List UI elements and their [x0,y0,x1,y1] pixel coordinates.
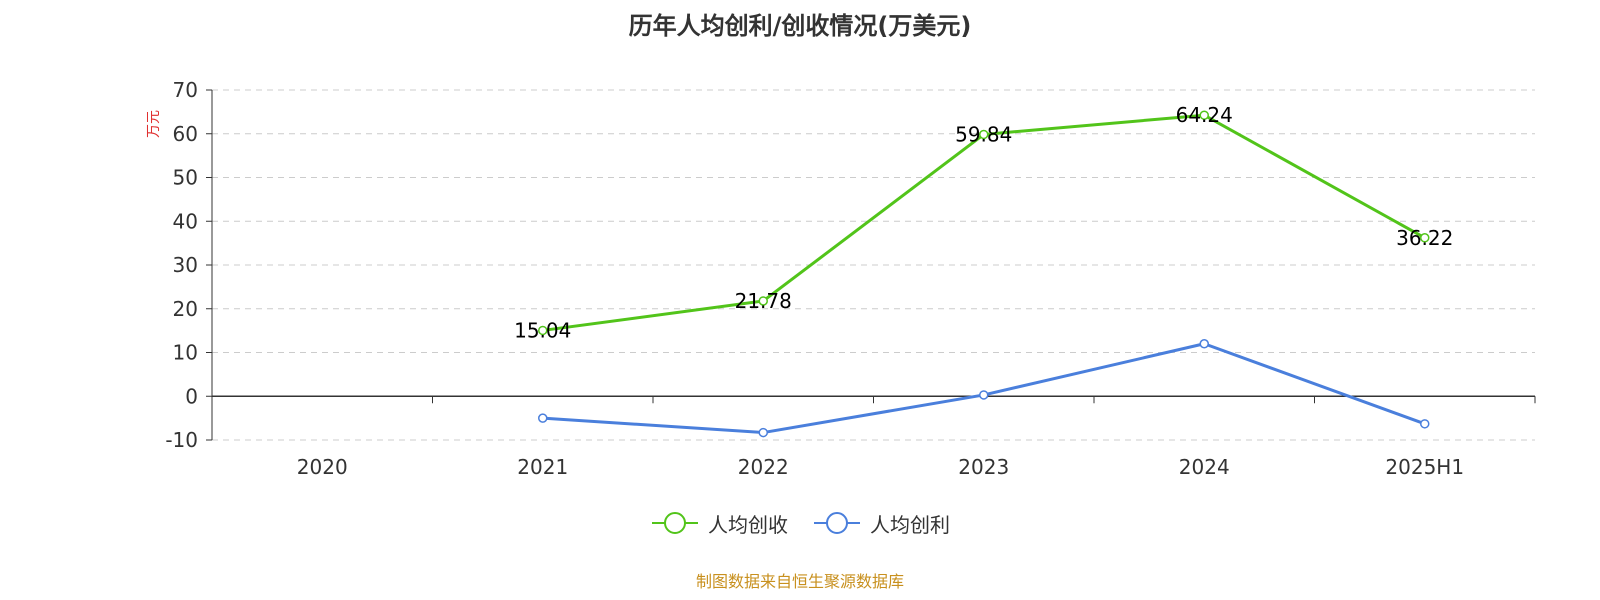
y-tick-label: 10 [173,341,198,365]
legend-symbol [814,512,860,534]
x-tick-label: 2021 [517,455,568,479]
data-point[interactable] [1420,419,1430,429]
series-line-1 [542,342,1426,435]
series-line-0 [542,113,1426,332]
legend-symbol [652,512,698,534]
data-label: 21.78 [735,289,792,313]
data-point[interactable] [758,296,768,306]
series-lines [538,110,1430,438]
y-tick-label: 40 [173,209,198,233]
legend-label: 人均创收 [708,512,788,537]
data-point[interactable] [979,129,989,140]
chart-title: 历年人均创利/创收情况(万美元) [628,12,972,40]
x-tick-label: 2023 [958,455,1009,479]
x-tick-label: 2024 [1179,455,1230,479]
y-tick-label: 20 [173,297,198,321]
y-tick-label: 0 [185,384,198,408]
data-labels: 15.04 21.78 59.84 64.24 36.22 [514,103,1453,342]
data-label: 64.24 [1176,103,1233,127]
y-tick-label: 70 [173,78,198,102]
data-point[interactable] [1199,110,1209,120]
source-note: 制图数据来自恒生聚源数据库 [695,572,904,591]
data-point[interactable] [1420,233,1430,243]
data-point[interactable] [538,325,548,336]
x-tick-label: 2020 [297,455,348,479]
y-tick-label: 30 [173,253,198,277]
x-tick-label: 2025H1 [1385,455,1464,479]
legend-label: 人均创利 [870,512,950,537]
data-label: 59.84 [955,122,1012,146]
data-point[interactable] [1199,339,1209,349]
legend-item-1[interactable]: 人均创利 [812,508,950,538]
axes: 70 60 50 40 30 20 10 0 -10 2020 2021 2022 2023 2024 20… [146,78,1536,479]
legend-item-0[interactable]: 人均创收 [650,508,788,538]
x-tick-label: 2022 [738,455,789,479]
data-point[interactable] [538,413,548,423]
data-label: 15.04 [514,318,571,342]
y-axis-title: 万元 [146,110,162,138]
y-tick-label: 50 [173,166,198,190]
y-tick-label: -10 [165,428,198,452]
y-tick-label: 60 [173,122,198,146]
data-point[interactable] [979,390,989,400]
grid-lines [212,89,1535,441]
legend: 人均创收 人均创利 [0,508,1600,538]
data-point[interactable] [758,427,768,438]
data-label: 36.22 [1396,226,1453,250]
